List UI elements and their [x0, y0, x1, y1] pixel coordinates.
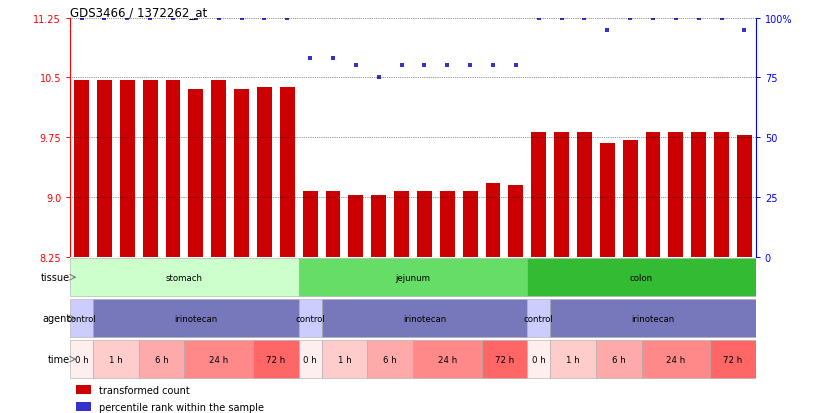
- Bar: [646, 132, 660, 257]
- Bar: [93, 340, 139, 378]
- Bar: [642, 340, 710, 378]
- Text: tissue: tissue: [41, 273, 70, 282]
- Bar: [531, 132, 546, 257]
- Text: 72 h: 72 h: [266, 355, 286, 364]
- Bar: [70, 259, 299, 296]
- Bar: [482, 340, 527, 378]
- Bar: [372, 196, 386, 257]
- Bar: [527, 299, 550, 337]
- Text: colon: colon: [630, 273, 653, 282]
- Bar: [440, 192, 454, 257]
- Text: transformed count: transformed count: [99, 385, 190, 395]
- Bar: [550, 299, 756, 337]
- Text: percentile rank within the sample: percentile rank within the sample: [99, 401, 264, 411]
- Bar: [486, 183, 501, 257]
- Bar: [325, 192, 340, 257]
- Bar: [600, 143, 615, 257]
- Text: 1 h: 1 h: [338, 355, 351, 364]
- Bar: [93, 299, 299, 337]
- Bar: [280, 88, 295, 257]
- Text: GDS3466 / 1372262_at: GDS3466 / 1372262_at: [70, 6, 207, 19]
- Bar: [299, 259, 527, 296]
- Bar: [368, 340, 413, 378]
- Text: irinotecan: irinotecan: [403, 314, 446, 323]
- Text: 6 h: 6 h: [383, 355, 397, 364]
- Text: 0 h: 0 h: [303, 355, 317, 364]
- Bar: [235, 90, 249, 257]
- Text: 72 h: 72 h: [724, 355, 743, 364]
- Bar: [527, 259, 756, 296]
- Text: 6 h: 6 h: [154, 355, 169, 364]
- Bar: [623, 140, 638, 257]
- Bar: [577, 132, 591, 257]
- Text: irinotecan: irinotecan: [631, 314, 675, 323]
- Text: 1 h: 1 h: [109, 355, 123, 364]
- Bar: [691, 132, 706, 257]
- Text: 0 h: 0 h: [75, 355, 88, 364]
- Bar: [710, 340, 756, 378]
- Text: stomach: stomach: [166, 273, 203, 282]
- Bar: [257, 88, 272, 257]
- Bar: [417, 192, 432, 257]
- Bar: [394, 192, 409, 257]
- Bar: [668, 132, 683, 257]
- Bar: [413, 340, 482, 378]
- Bar: [299, 299, 321, 337]
- Text: 1 h: 1 h: [566, 355, 580, 364]
- Bar: [120, 81, 135, 257]
- Bar: [74, 81, 89, 257]
- Bar: [349, 196, 363, 257]
- Bar: [596, 340, 642, 378]
- Bar: [139, 340, 184, 378]
- Text: control: control: [67, 314, 97, 323]
- Bar: [76, 385, 91, 394]
- Text: 24 h: 24 h: [438, 355, 457, 364]
- Bar: [321, 299, 527, 337]
- Bar: [527, 340, 550, 378]
- Text: 6 h: 6 h: [612, 355, 625, 364]
- Text: agent: agent: [42, 313, 70, 323]
- Text: 0 h: 0 h: [532, 355, 545, 364]
- Text: irinotecan: irinotecan: [174, 314, 217, 323]
- Text: time: time: [48, 354, 70, 364]
- Bar: [554, 132, 569, 257]
- Bar: [143, 81, 158, 257]
- Text: jejunum: jejunum: [396, 273, 430, 282]
- Text: 72 h: 72 h: [495, 355, 514, 364]
- Bar: [714, 132, 729, 257]
- Bar: [253, 340, 299, 378]
- Text: 24 h: 24 h: [667, 355, 686, 364]
- Bar: [737, 135, 752, 257]
- Bar: [463, 192, 477, 257]
- Bar: [166, 81, 180, 257]
- Bar: [211, 81, 226, 257]
- Bar: [70, 299, 93, 337]
- Text: 24 h: 24 h: [209, 355, 228, 364]
- Bar: [97, 81, 112, 257]
- Bar: [70, 340, 93, 378]
- Bar: [188, 90, 203, 257]
- Text: control: control: [524, 314, 553, 323]
- Text: control: control: [295, 314, 325, 323]
- Bar: [321, 340, 368, 378]
- Bar: [303, 192, 317, 257]
- Bar: [299, 340, 321, 378]
- Bar: [76, 402, 91, 411]
- Bar: [509, 185, 523, 257]
- Bar: [550, 340, 596, 378]
- Bar: [184, 340, 253, 378]
